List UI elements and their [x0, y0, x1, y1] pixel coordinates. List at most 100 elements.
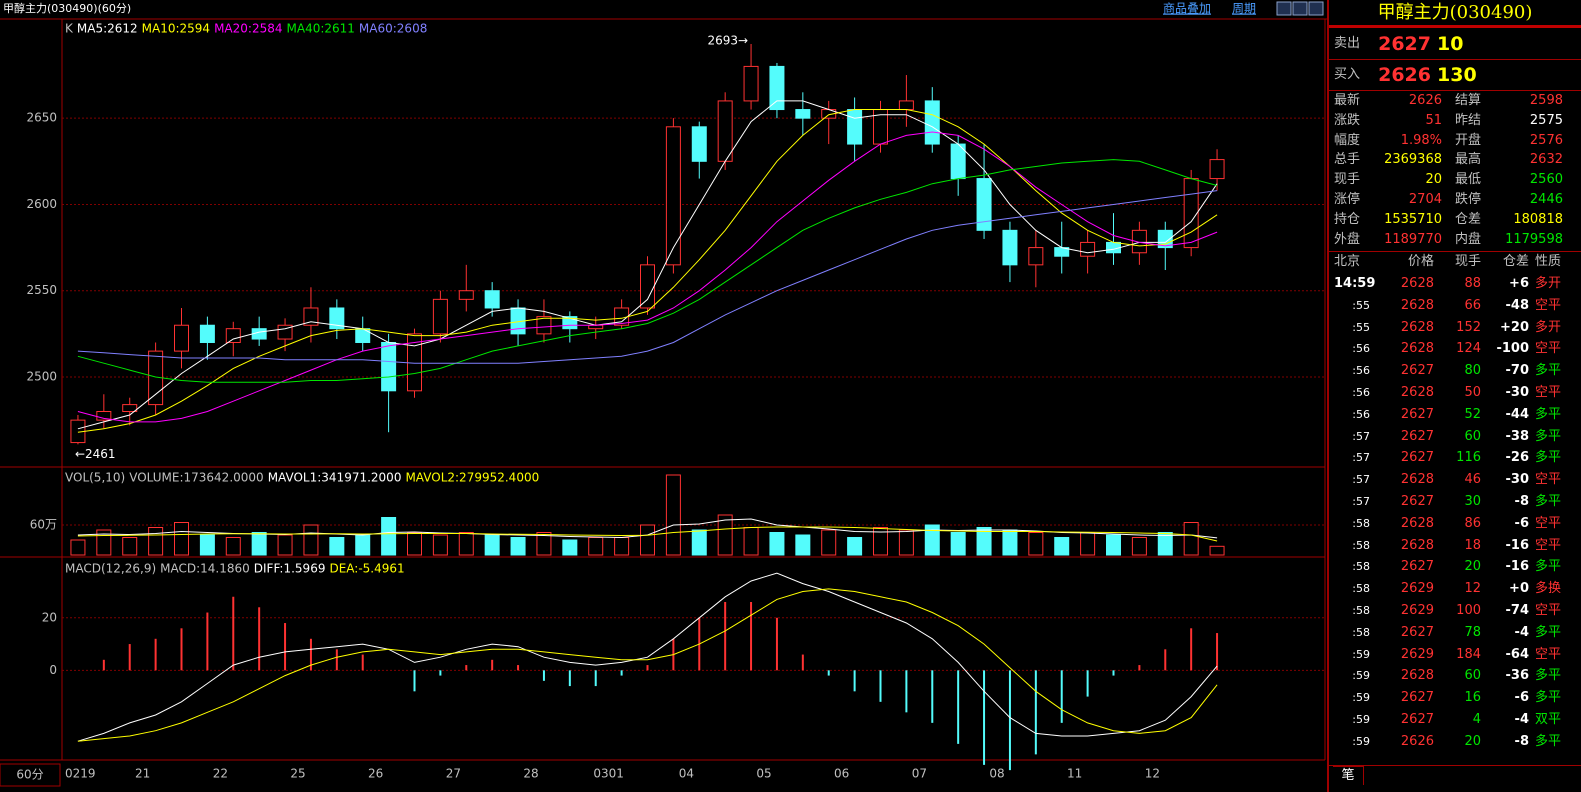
button[interactable] — [1308, 1, 1324, 16]
trade-time: :59 — [1352, 734, 1370, 748]
trade-change: -6 — [1514, 690, 1529, 706]
trade-qty: 20 — [1464, 559, 1481, 575]
trade-qty: 50 — [1464, 385, 1481, 400]
volume-bar — [432, 534, 448, 556]
legend-entry: MA40:2611 — [287, 22, 355, 36]
volume-bar — [510, 537, 526, 556]
stat-label: 总手 — [1334, 152, 1361, 168]
trade-header: 仓差 — [1502, 254, 1529, 269]
quote-price: 2626 — [1378, 64, 1431, 86]
trade-change: -38 — [1505, 428, 1530, 444]
indicator-line — [77, 190, 1218, 364]
x-axis-label: 60分 — [16, 768, 43, 782]
trade-price: 2628 — [1400, 385, 1434, 400]
stat-value: 2446 — [1529, 192, 1563, 207]
trade-price: 2627 — [1400, 624, 1434, 640]
volume-bar — [251, 532, 267, 556]
trade-price: 2626 — [1400, 733, 1434, 749]
legend-entry: MA60:2608 — [359, 22, 427, 36]
volume-bar — [665, 474, 681, 556]
trade-change: -30 — [1505, 385, 1530, 400]
indicator-line — [77, 100, 1218, 430]
quote-qty: 10 — [1437, 33, 1464, 55]
trade-time: :58 — [1352, 625, 1370, 639]
trade-qty: 46 — [1464, 472, 1481, 488]
volume-bar — [1157, 532, 1173, 556]
candle-body — [174, 324, 189, 352]
period-link[interactable]: 周期 — [1232, 2, 1256, 16]
volume-bar — [588, 537, 604, 556]
candle-body — [640, 264, 655, 309]
volume-bar — [821, 529, 837, 556]
trade-qty: 18 — [1464, 537, 1481, 553]
trade-qty: 80 — [1464, 363, 1481, 379]
candle-body — [432, 298, 448, 335]
candle-body — [847, 109, 863, 145]
stat-label: 跌停 — [1455, 192, 1482, 207]
trade-change: +6 — [1509, 276, 1529, 291]
trade-price: 2628 — [1400, 515, 1434, 531]
stat-label: 昨结 — [1455, 112, 1482, 128]
trade-change: -30 — [1505, 472, 1530, 488]
volume-bar — [769, 532, 785, 556]
trade-change: -36 — [1505, 668, 1530, 684]
x-tick-label: 27 — [446, 767, 461, 781]
trade-time: :58 — [1352, 538, 1370, 552]
stat-value: 20 — [1425, 172, 1442, 188]
stat-value: 1.98% — [1400, 132, 1442, 148]
stat-value: 1189770 — [1384, 231, 1442, 247]
candle-body — [458, 290, 474, 300]
volume-bar — [1080, 532, 1096, 556]
volume-bar — [691, 529, 707, 556]
volume-bar — [303, 524, 319, 556]
candle-body — [665, 126, 681, 266]
candle-body — [303, 307, 319, 326]
candle-body — [1080, 241, 1096, 257]
volume-bar — [381, 517, 397, 556]
trade-price: 2627 — [1400, 363, 1434, 379]
volume-bar — [950, 532, 966, 556]
x-tick-label: 22 — [213, 767, 228, 781]
overlay-link[interactable]: 商品叠加 — [1163, 1, 1211, 16]
button[interactable] — [1292, 1, 1308, 16]
divider — [1329, 765, 1581, 766]
stat-label: 幅度 — [1334, 132, 1361, 148]
trade-change: -16 — [1505, 559, 1530, 575]
trade-time: :57 — [1352, 451, 1370, 465]
stat-label: 持仓 — [1334, 211, 1361, 227]
trade-qty: 52 — [1464, 406, 1481, 422]
stat-value: 2626 — [1408, 93, 1442, 108]
stat-value: 2575 — [1529, 112, 1563, 128]
legend-entry: MAVOL1:341971.2000 — [268, 471, 402, 485]
legend-entry: MAVOL2:279952.4000 — [405, 471, 539, 485]
trade-nature: 多换 — [1535, 581, 1562, 597]
candle-body — [588, 324, 604, 330]
trade-change: -64 — [1505, 646, 1530, 662]
candle-body — [717, 100, 733, 162]
trade-nature: 多平 — [1535, 428, 1562, 444]
stat-value: 180818 — [1513, 211, 1563, 227]
legend-entry: MA20:2584 — [214, 22, 282, 36]
stat-label: 现手 — [1334, 172, 1361, 188]
trade-price: 2628 — [1400, 668, 1434, 684]
trade-qty: 184 — [1456, 646, 1481, 662]
trade-change: -74 — [1505, 603, 1530, 618]
trade-time: :59 — [1352, 691, 1370, 705]
trade-qty: 16 — [1464, 690, 1481, 706]
top-bar — [0, 0, 1327, 18]
volume-bar — [329, 537, 345, 556]
stat-value: 2560 — [1529, 172, 1563, 188]
y-tick-label: 60万 — [30, 518, 57, 532]
trade-time: :59 — [1352, 669, 1370, 683]
legend-entry: DIFF:1.5969 — [254, 562, 326, 576]
trade-nature: 多平 — [1535, 494, 1562, 509]
x-tick-label: 07 — [912, 767, 927, 781]
trade-change: -16 — [1505, 537, 1530, 553]
trade-price: 2628 — [1400, 472, 1434, 488]
candle-body — [484, 290, 500, 309]
trade-tab[interactable]: 笔 — [1333, 766, 1364, 785]
button[interactable] — [1276, 1, 1292, 16]
volume-bar — [717, 514, 733, 556]
indicator-line — [77, 526, 1218, 542]
volume-bar — [1131, 537, 1147, 556]
